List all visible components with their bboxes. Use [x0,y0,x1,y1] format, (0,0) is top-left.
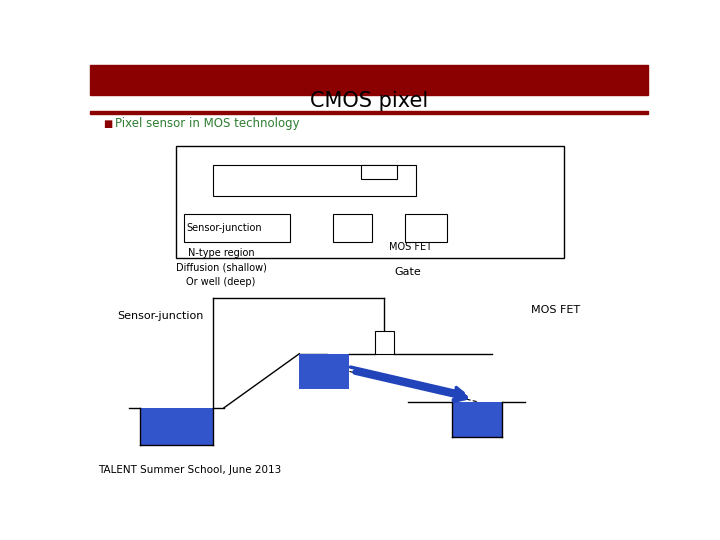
Bar [90,65,648,94]
Bar [90,111,648,114]
Bar [140,408,213,445]
Text: MOS FET: MOS FET [531,305,580,315]
Bar [374,331,394,354]
Text: ■: ■ [103,119,112,129]
Text: Sensor-junction: Sensor-junction [186,223,262,233]
Text: N-type region
Diffusion (shallow)
Or well (deep): N-type region Diffusion (shallow) Or wel… [176,248,266,287]
Text: CMOS pixel: CMOS pixel [310,91,428,111]
Bar [90,94,648,111]
Text: MOS FET: MOS FET [389,242,431,252]
Bar [451,402,502,437]
Text: Gate: Gate [394,267,421,277]
Bar [213,165,416,196]
Text: Sensor-junction: Sensor-junction [117,312,203,321]
Bar [300,354,349,389]
Bar [333,214,372,241]
Bar [361,165,397,179]
Bar [405,214,447,241]
Bar [184,214,289,241]
Text: Pixel sensor in MOS technology: Pixel sensor in MOS technology [115,117,300,130]
Text: TALENT Summer School, June 2013: TALENT Summer School, June 2013 [99,465,282,475]
Bar [176,146,564,258]
